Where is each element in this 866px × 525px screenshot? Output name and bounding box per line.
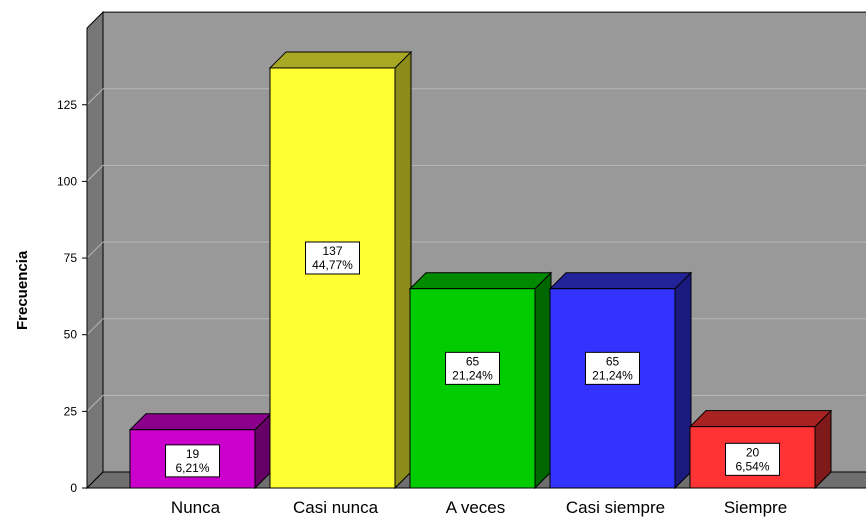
gridline-side: [86, 165, 104, 182]
x-tick-label: A veces: [446, 498, 506, 517]
data-label-percent: 6,21%: [175, 461, 209, 475]
data-label-percent: 21,24%: [592, 368, 633, 382]
gridline-side: [86, 318, 104, 336]
y-tick-label: 25: [64, 404, 78, 418]
bar-top: [548, 272, 693, 290]
data-label-count: 65: [606, 354, 620, 368]
bar-top: [128, 413, 273, 431]
data-label-box: [165, 444, 220, 478]
y-axis-label: Frecuencia: [14, 250, 31, 330]
bar: 206,54%: [688, 409, 833, 490]
data-label-count: 19: [186, 447, 200, 461]
bar-side: [674, 271, 692, 490]
bar-side: [394, 50, 412, 490]
x-tick-label: Nunca: [171, 498, 221, 517]
x-tick-label: Casi siempre: [566, 498, 665, 517]
gridline-side: [86, 88, 104, 106]
bar-front: [269, 67, 396, 489]
bar: 196,21%: [128, 412, 273, 490]
data-label-percent: 44,77%: [312, 258, 353, 272]
y-tick-label: 125: [57, 98, 77, 112]
bar-top: [688, 410, 833, 428]
bar-front: [549, 288, 676, 489]
y-tick-label: 50: [64, 328, 78, 342]
y-tick-label: 100: [57, 174, 77, 188]
data-label-box: [305, 241, 360, 275]
y-tick-label: 0: [70, 481, 77, 495]
data-label-box: [445, 351, 500, 385]
bar-top: [268, 51, 413, 69]
gridline-side: [86, 241, 104, 259]
gridline-side: [86, 394, 104, 412]
bar-side: [534, 271, 552, 490]
data-label-box: [725, 442, 780, 476]
x-tick-label: Casi nunca: [293, 498, 379, 517]
bar-top: [408, 272, 553, 290]
data-label-count: 137: [322, 244, 342, 258]
y-tick-label: 75: [64, 251, 78, 265]
data-label-count: 65: [466, 354, 480, 368]
bar-front: [409, 288, 536, 489]
data-label-percent: 6,54%: [735, 459, 769, 473]
data-label-box: [585, 351, 640, 385]
data-label-count: 20: [746, 445, 760, 459]
x-tick-label: Siempre: [724, 498, 787, 517]
data-label-percent: 21,24%: [452, 368, 493, 382]
